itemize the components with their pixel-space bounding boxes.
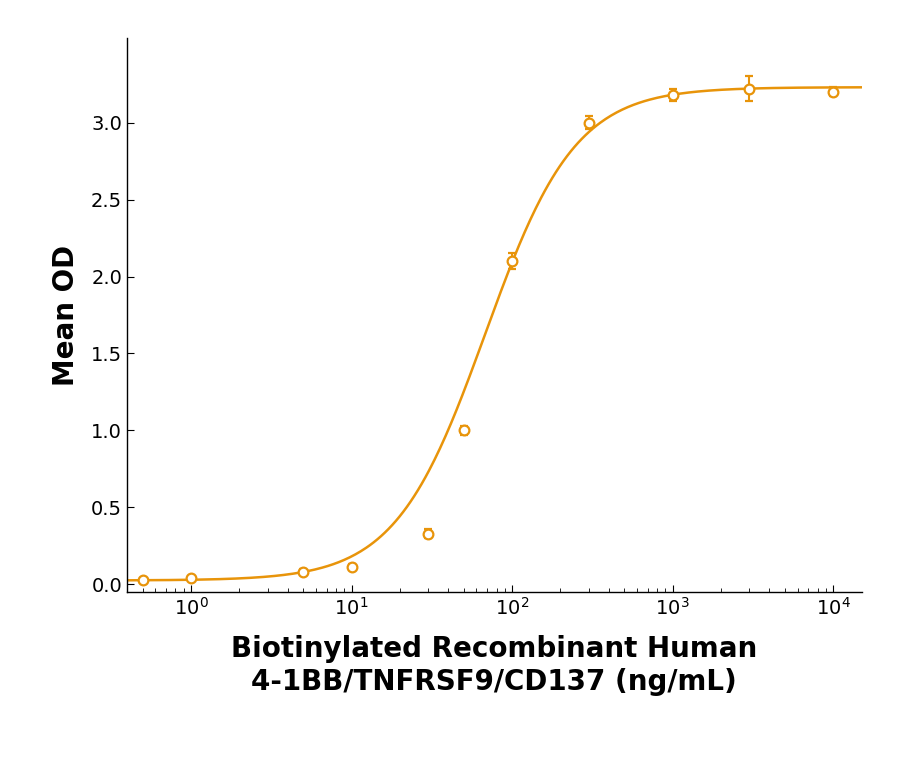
Y-axis label: Mean OD: Mean OD — [52, 244, 80, 386]
X-axis label: Biotinylated Recombinant Human
4-1BB/TNFRSF9/CD137 (ng/mL): Biotinylated Recombinant Human 4-1BB/TNF… — [231, 635, 757, 696]
